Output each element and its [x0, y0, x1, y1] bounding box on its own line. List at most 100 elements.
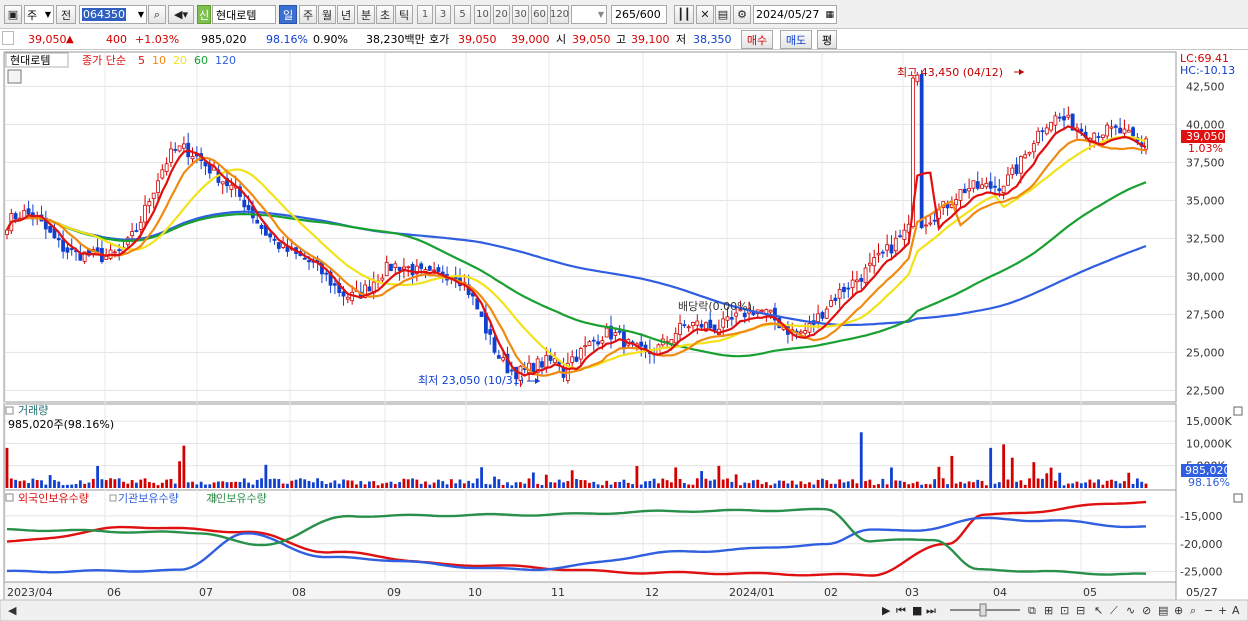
- stock-code-input[interactable]: 064350 ▼: [79, 5, 147, 24]
- interval-button[interactable]: 1: [417, 5, 433, 24]
- volume-bar: [682, 483, 686, 488]
- crosshair-icon[interactable]: ✕: [696, 5, 714, 24]
- trendline-icon[interactable]: ⟋: [1110, 604, 1118, 617]
- period-tab[interactable]: 년: [337, 5, 355, 24]
- volume-bar: [471, 483, 475, 488]
- interval-select[interactable]: ▼: [571, 5, 607, 24]
- interval-button[interactable]: 5: [454, 5, 471, 24]
- volume-bar: [967, 481, 971, 488]
- arrow-icon[interactable]: ↖: [1094, 604, 1103, 617]
- volume-bar: [859, 432, 863, 488]
- wave-icon[interactable]: ∿: [1126, 604, 1135, 617]
- volume-bar: [35, 480, 39, 488]
- period-tab[interactable]: 틱: [395, 5, 413, 24]
- period-tab[interactable]: 일: [279, 5, 297, 24]
- x-tick-label: 03: [905, 586, 919, 599]
- last-pct-text: 1.03%: [1188, 142, 1223, 155]
- sell-button[interactable]: 매도: [780, 30, 812, 49]
- volume-bar: [307, 480, 311, 488]
- candle-body: [1031, 143, 1036, 153]
- volume-bar: [1053, 480, 1057, 488]
- volume-bar: [877, 484, 880, 488]
- volume-title: 거래량: [18, 404, 48, 417]
- volume-bar: [290, 480, 294, 488]
- candle-body: [837, 288, 842, 299]
- interval-button[interactable]: 60: [531, 5, 548, 24]
- candle-body: [427, 265, 432, 271]
- shape-icon[interactable]: ⊘: [1142, 604, 1151, 617]
- candle-body: [911, 77, 915, 227]
- time-axis: 2023/04 06 07 08 09 10 11 12 2024/01 02 03 04 05: [7, 586, 1097, 599]
- candle-body: [259, 224, 264, 229]
- split-icon[interactable]: ⧉: [1028, 604, 1036, 617]
- interval-button[interactable]: 20: [493, 5, 510, 24]
- quote-toggle-icon[interactable]: [2, 31, 14, 45]
- buy-button[interactable]: 매수: [741, 30, 773, 49]
- layout-icon[interactable]: ⊞: [1044, 604, 1053, 617]
- volume-bar: [872, 485, 876, 488]
- period-tab[interactable]: 분: [357, 5, 375, 24]
- average-button[interactable]: 평: [817, 30, 837, 49]
- interval-button[interactable]: 30: [512, 5, 529, 24]
- date-field[interactable]: 2024/05/27 ▦: [753, 5, 837, 24]
- volume-bar: [303, 479, 307, 488]
- count-field[interactable]: 265/600: [611, 5, 667, 24]
- scroll-left-icon[interactable]: ◀: [8, 604, 17, 617]
- stock-chart[interactable]: 22,500 25,000 27,500 30,000 32,500 35,000 37,5…: [0, 50, 1248, 621]
- ma-line-60: [6, 181, 1147, 358]
- zoom-out-icon[interactable]: −: [1204, 604, 1213, 617]
- candle-body: [863, 267, 868, 284]
- period-tab[interactable]: 주: [299, 5, 317, 24]
- candle-type-icon[interactable]: ┃┃: [674, 5, 694, 24]
- volume-bar: [1114, 481, 1118, 488]
- holding-close-icon[interactable]: [1233, 493, 1243, 503]
- chart-window-icon[interactable]: ▣: [4, 5, 22, 24]
- last-page-icon[interactable]: ⏭: [926, 604, 936, 617]
- candle-body: [156, 180, 160, 194]
- volume-toggle-icon[interactable]: [5, 406, 14, 415]
- font-icon[interactable]: A: [1232, 604, 1240, 617]
- volume-bar: [717, 465, 721, 488]
- holding-toggle-icon[interactable]: [5, 493, 14, 502]
- volume-bar: [173, 483, 177, 488]
- period-tab[interactable]: 초: [376, 5, 394, 24]
- volume-bar: [488, 484, 492, 488]
- volume-close-icon[interactable]: [1233, 406, 1243, 416]
- volume-bar: [199, 481, 203, 488]
- period-tab[interactable]: 월: [318, 5, 336, 24]
- indicator-icon[interactable]: ⊟: [1076, 604, 1085, 617]
- candle-body: [993, 185, 997, 188]
- zoom-icon[interactable]: ⌕: [1190, 604, 1196, 617]
- interval-button[interactable]: 10: [474, 5, 491, 24]
- scroll-right-icon[interactable]: ▶: [882, 604, 891, 617]
- x-tick-label: 07: [199, 586, 213, 599]
- speaker-icon[interactable]: ◀▾: [168, 5, 194, 24]
- candle-body: [691, 322, 695, 327]
- candle-body: [574, 356, 579, 362]
- grid-icon[interactable]: ⊡: [1060, 604, 1069, 617]
- volume-bar: [83, 483, 87, 488]
- holding-legend-label: 외국인보유수량: [18, 492, 89, 505]
- volume-bar: [928, 484, 932, 488]
- interval-button[interactable]: 120: [550, 5, 569, 24]
- table-toggle-icon[interactable]: [7, 69, 22, 84]
- candle-body: [1070, 113, 1075, 131]
- interval-button[interactable]: 3: [435, 5, 451, 24]
- period-type-select[interactable]: 주 ▼: [24, 5, 54, 24]
- gear-icon[interactable]: ⚙: [733, 5, 751, 24]
- search-icon[interactable]: ⌕: [148, 5, 166, 24]
- volume-bar: [1084, 482, 1087, 488]
- zoom-in-icon[interactable]: +: [1218, 604, 1227, 617]
- fibo-icon[interactable]: ⊕: [1174, 604, 1183, 617]
- prev-button[interactable]: 전: [56, 5, 76, 24]
- save-icon[interactable]: ▤: [715, 5, 731, 24]
- volume-bar: [907, 484, 911, 488]
- volume-bar: [18, 481, 22, 488]
- candle-body: [78, 253, 83, 261]
- volume-bar: [380, 483, 384, 488]
- stop-icon[interactable]: ■: [912, 604, 922, 617]
- volume-bar: [708, 480, 712, 488]
- first-page-icon[interactable]: ⏮: [896, 604, 906, 617]
- bars-icon[interactable]: ▤: [1158, 604, 1168, 617]
- zoom-slider-handle[interactable]: [979, 603, 987, 617]
